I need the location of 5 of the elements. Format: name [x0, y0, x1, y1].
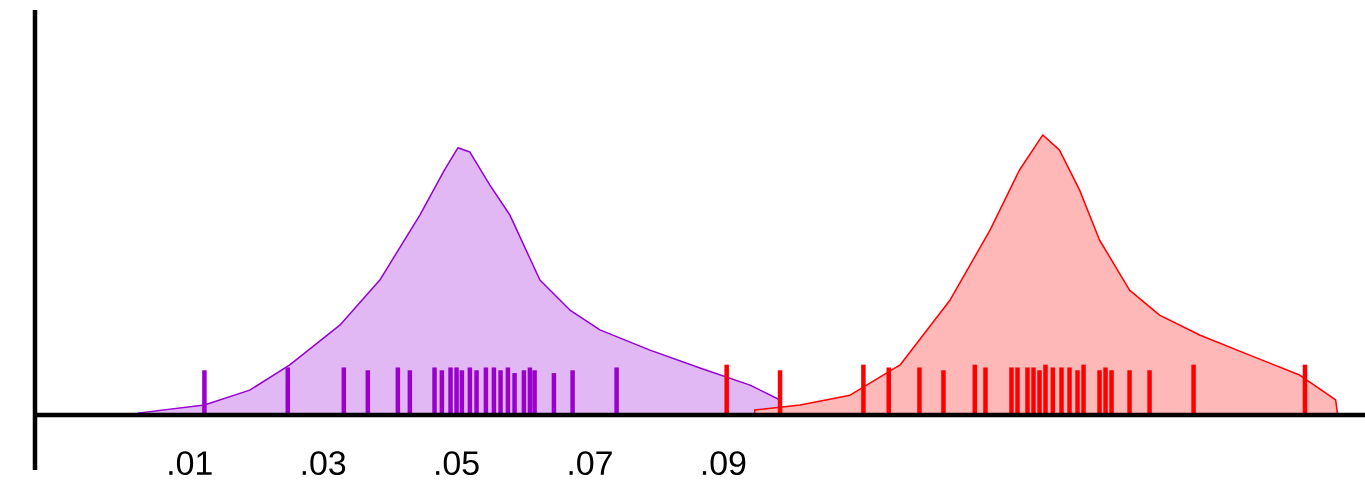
x-tick-label: .09	[702, 451, 746, 476]
x-tick-label: .07	[569, 451, 612, 476]
x-tick-label: .05	[436, 451, 479, 476]
x-tick-label: .03	[302, 451, 346, 476]
x-tick-label: .01	[169, 451, 212, 476]
